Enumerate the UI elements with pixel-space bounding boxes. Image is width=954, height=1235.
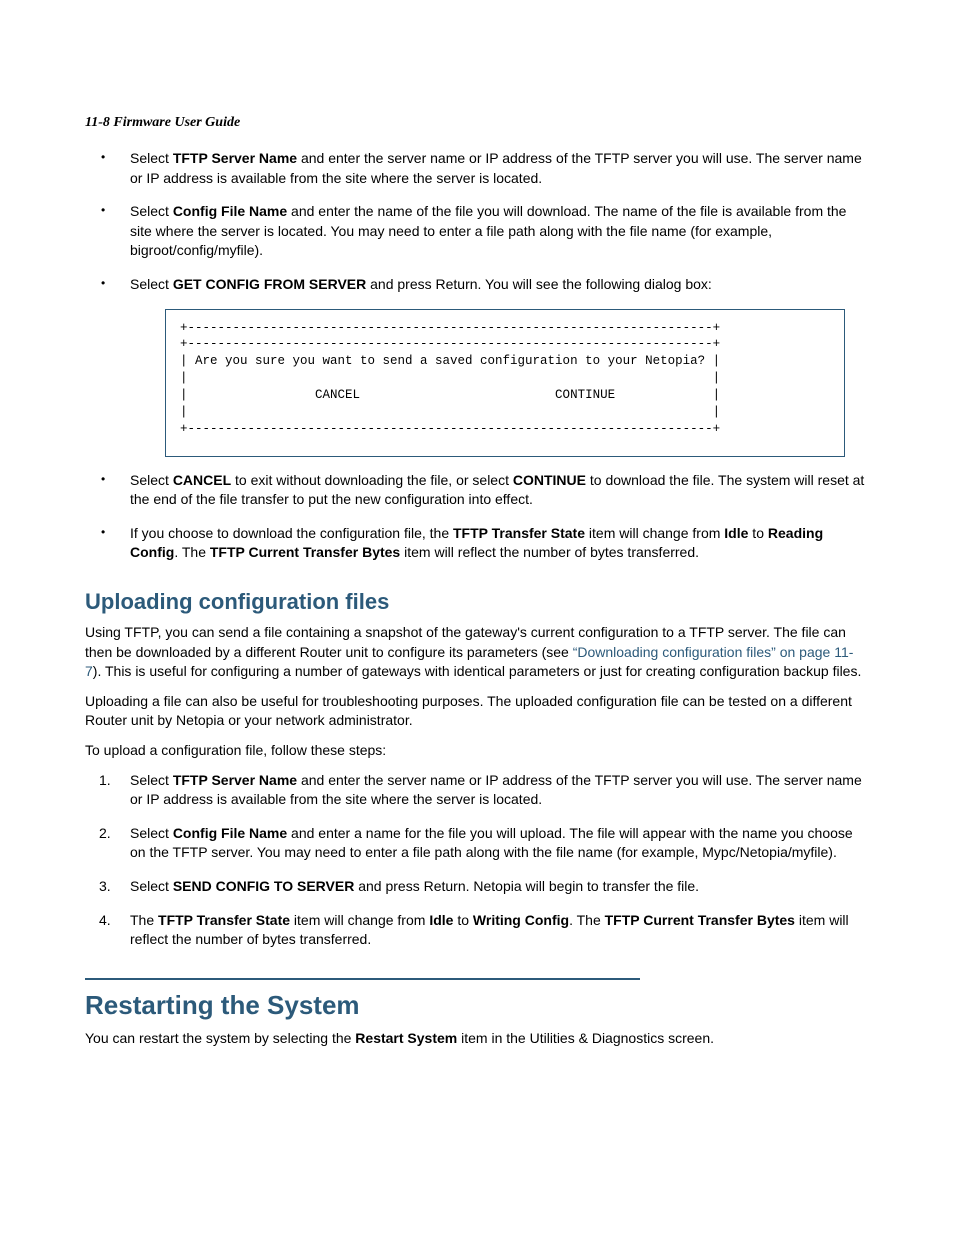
bold-term: Config File Name [173, 825, 287, 841]
bold-term: CANCEL [173, 472, 231, 488]
list-item: Select Config File Name and enter the na… [85, 202, 869, 261]
bold-term: TFTP Transfer State [158, 912, 290, 928]
text-run: and press Return. You will see the follo… [366, 276, 712, 292]
text-run: Select [130, 203, 173, 219]
steps-list: Select TFTP Server Name and enter the se… [85, 771, 869, 950]
text-run: . The [569, 912, 605, 928]
bold-term: TFTP Current Transfer Bytes [605, 912, 795, 928]
dialog-box: +---------------------------------------… [165, 309, 845, 457]
bold-term: TFTP Current Transfer Bytes [210, 544, 400, 560]
text-run: item will change from [585, 525, 724, 541]
list-item: Select Config File Name and enter a name… [85, 824, 869, 863]
restarting-heading: Restarting the System [85, 990, 869, 1021]
text-run: . The [174, 544, 210, 560]
document-page: 11-8 Firmware User Guide Select TFTP Ser… [0, 0, 954, 1235]
list-item: Select CANCEL to exit without downloadin… [85, 471, 869, 510]
text-run: Select [130, 150, 173, 166]
text-run: If you choose to download the configurat… [130, 525, 453, 541]
list-item: Select SEND CONFIG TO SERVER and press R… [85, 877, 869, 897]
text-run: item will reflect the number of bytes tr… [400, 544, 699, 560]
text-run: Select [130, 472, 173, 488]
bold-term: SEND CONFIG TO SERVER [173, 878, 355, 894]
bold-term: Idle [429, 912, 453, 928]
top-bullet-list: Select TFTP Server Name and enter the se… [85, 149, 869, 295]
list-item: The TFTP Transfer State item will change… [85, 911, 869, 950]
dialog-ascii: +---------------------------------------… [180, 320, 830, 438]
list-item: Select TFTP Server Name and enter the se… [85, 149, 869, 188]
restart-post: item in the Utilities & Diagnostics scre… [457, 1030, 714, 1046]
bold-term: Writing Config [473, 912, 569, 928]
list-item: If you choose to download the configurat… [85, 524, 869, 563]
bold-term: Config File Name [173, 203, 287, 219]
list-item: Select GET CONFIG FROM SERVER and press … [85, 275, 869, 295]
bold-term: TFTP Server Name [173, 150, 297, 166]
after-dialog-bullet-list: Select CANCEL to exit without downloadin… [85, 471, 869, 563]
upload-paragraph-2: Uploading a file can also be useful for … [85, 692, 869, 731]
bold-term: Idle [724, 525, 748, 541]
uploading-heading: Uploading configuration files [85, 589, 869, 615]
text-run: to exit without downloading the file, or… [231, 472, 513, 488]
text-run: and press Return. Netopia will begin to … [354, 878, 699, 894]
upload-paragraph-3: To upload a configuration file, follow t… [85, 741, 869, 761]
upload-p1-post: ). This is useful for configuring a numb… [93, 663, 862, 679]
restart-pre: You can restart the system by selecting … [85, 1030, 355, 1046]
section-rule [85, 978, 640, 980]
text-run: Select [130, 878, 173, 894]
bold-term: CONTINUE [513, 472, 586, 488]
page-header: 11-8 Firmware User Guide [85, 115, 869, 131]
text-run: to [748, 525, 767, 541]
list-item: Select TFTP Server Name and enter the se… [85, 771, 869, 810]
bold-term: TFTP Transfer State [453, 525, 585, 541]
text-run: Select [130, 276, 173, 292]
restart-bold: Restart System [355, 1030, 457, 1046]
upload-paragraph-1: Using TFTP, you can send a file containi… [85, 623, 869, 682]
text-run: Select [130, 825, 173, 841]
text-run: item will change from [290, 912, 429, 928]
text-run: Select [130, 772, 173, 788]
bold-term: TFTP Server Name [173, 772, 297, 788]
restart-paragraph: You can restart the system by selecting … [85, 1029, 869, 1049]
text-run: The [130, 912, 158, 928]
bold-term: GET CONFIG FROM SERVER [173, 276, 366, 292]
text-run: to [453, 912, 472, 928]
